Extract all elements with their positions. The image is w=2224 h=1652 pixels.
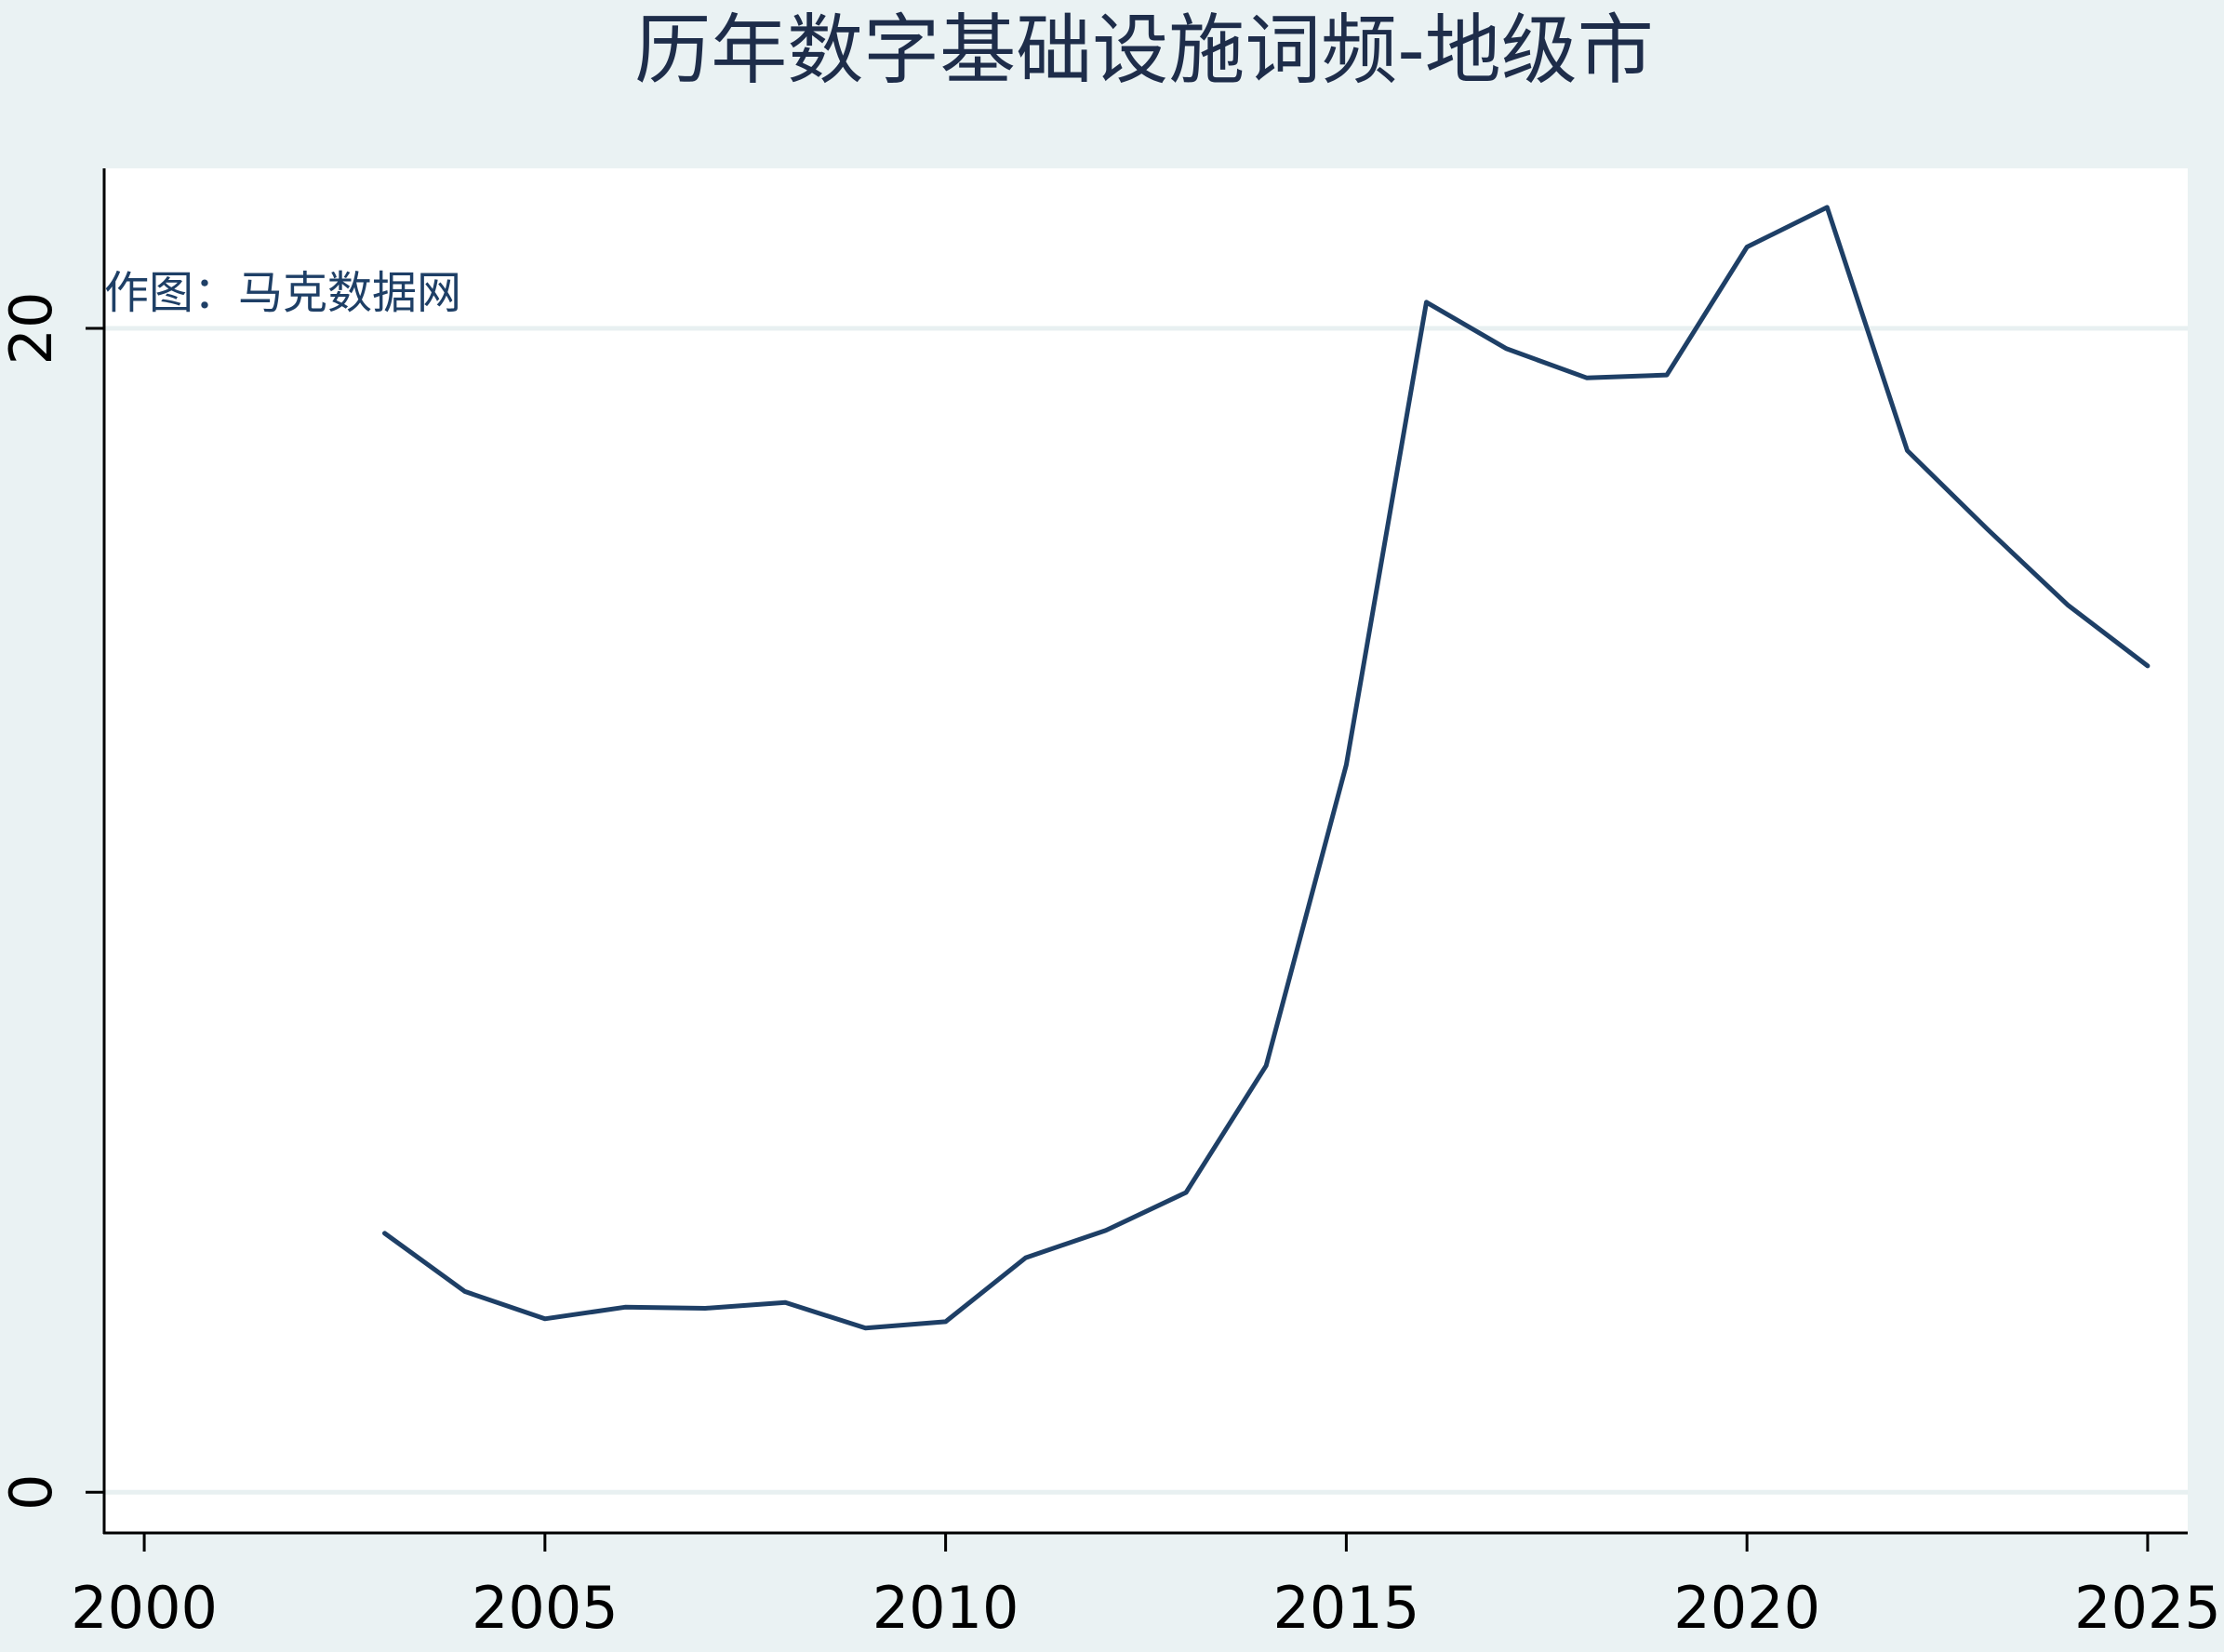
plot-area	[104, 168, 2188, 1533]
x-tick-label: 2005	[472, 1574, 619, 1642]
chart-title: 历年数字基础设施词频-地级市	[634, 7, 1654, 95]
axes: 2000 2005 2010 2015 2020 2025 0 20	[0, 168, 2221, 1642]
gridlines	[104, 326, 2188, 1495]
series-layer	[382, 205, 2151, 1331]
x-tick-label: 2020	[1673, 1574, 1820, 1642]
y-tick-label: 20	[0, 292, 65, 366]
y-tick-label: 0	[0, 1473, 65, 1510]
series-line	[382, 205, 2151, 1331]
x-tick-label: 2025	[2074, 1574, 2221, 1642]
x-tick-label: 2010	[872, 1574, 1019, 1642]
x-tick-label: 2000	[71, 1574, 218, 1642]
chart-annotation: 作图：马克数据网	[104, 267, 461, 319]
x-tick-label: 2015	[1272, 1574, 1419, 1642]
